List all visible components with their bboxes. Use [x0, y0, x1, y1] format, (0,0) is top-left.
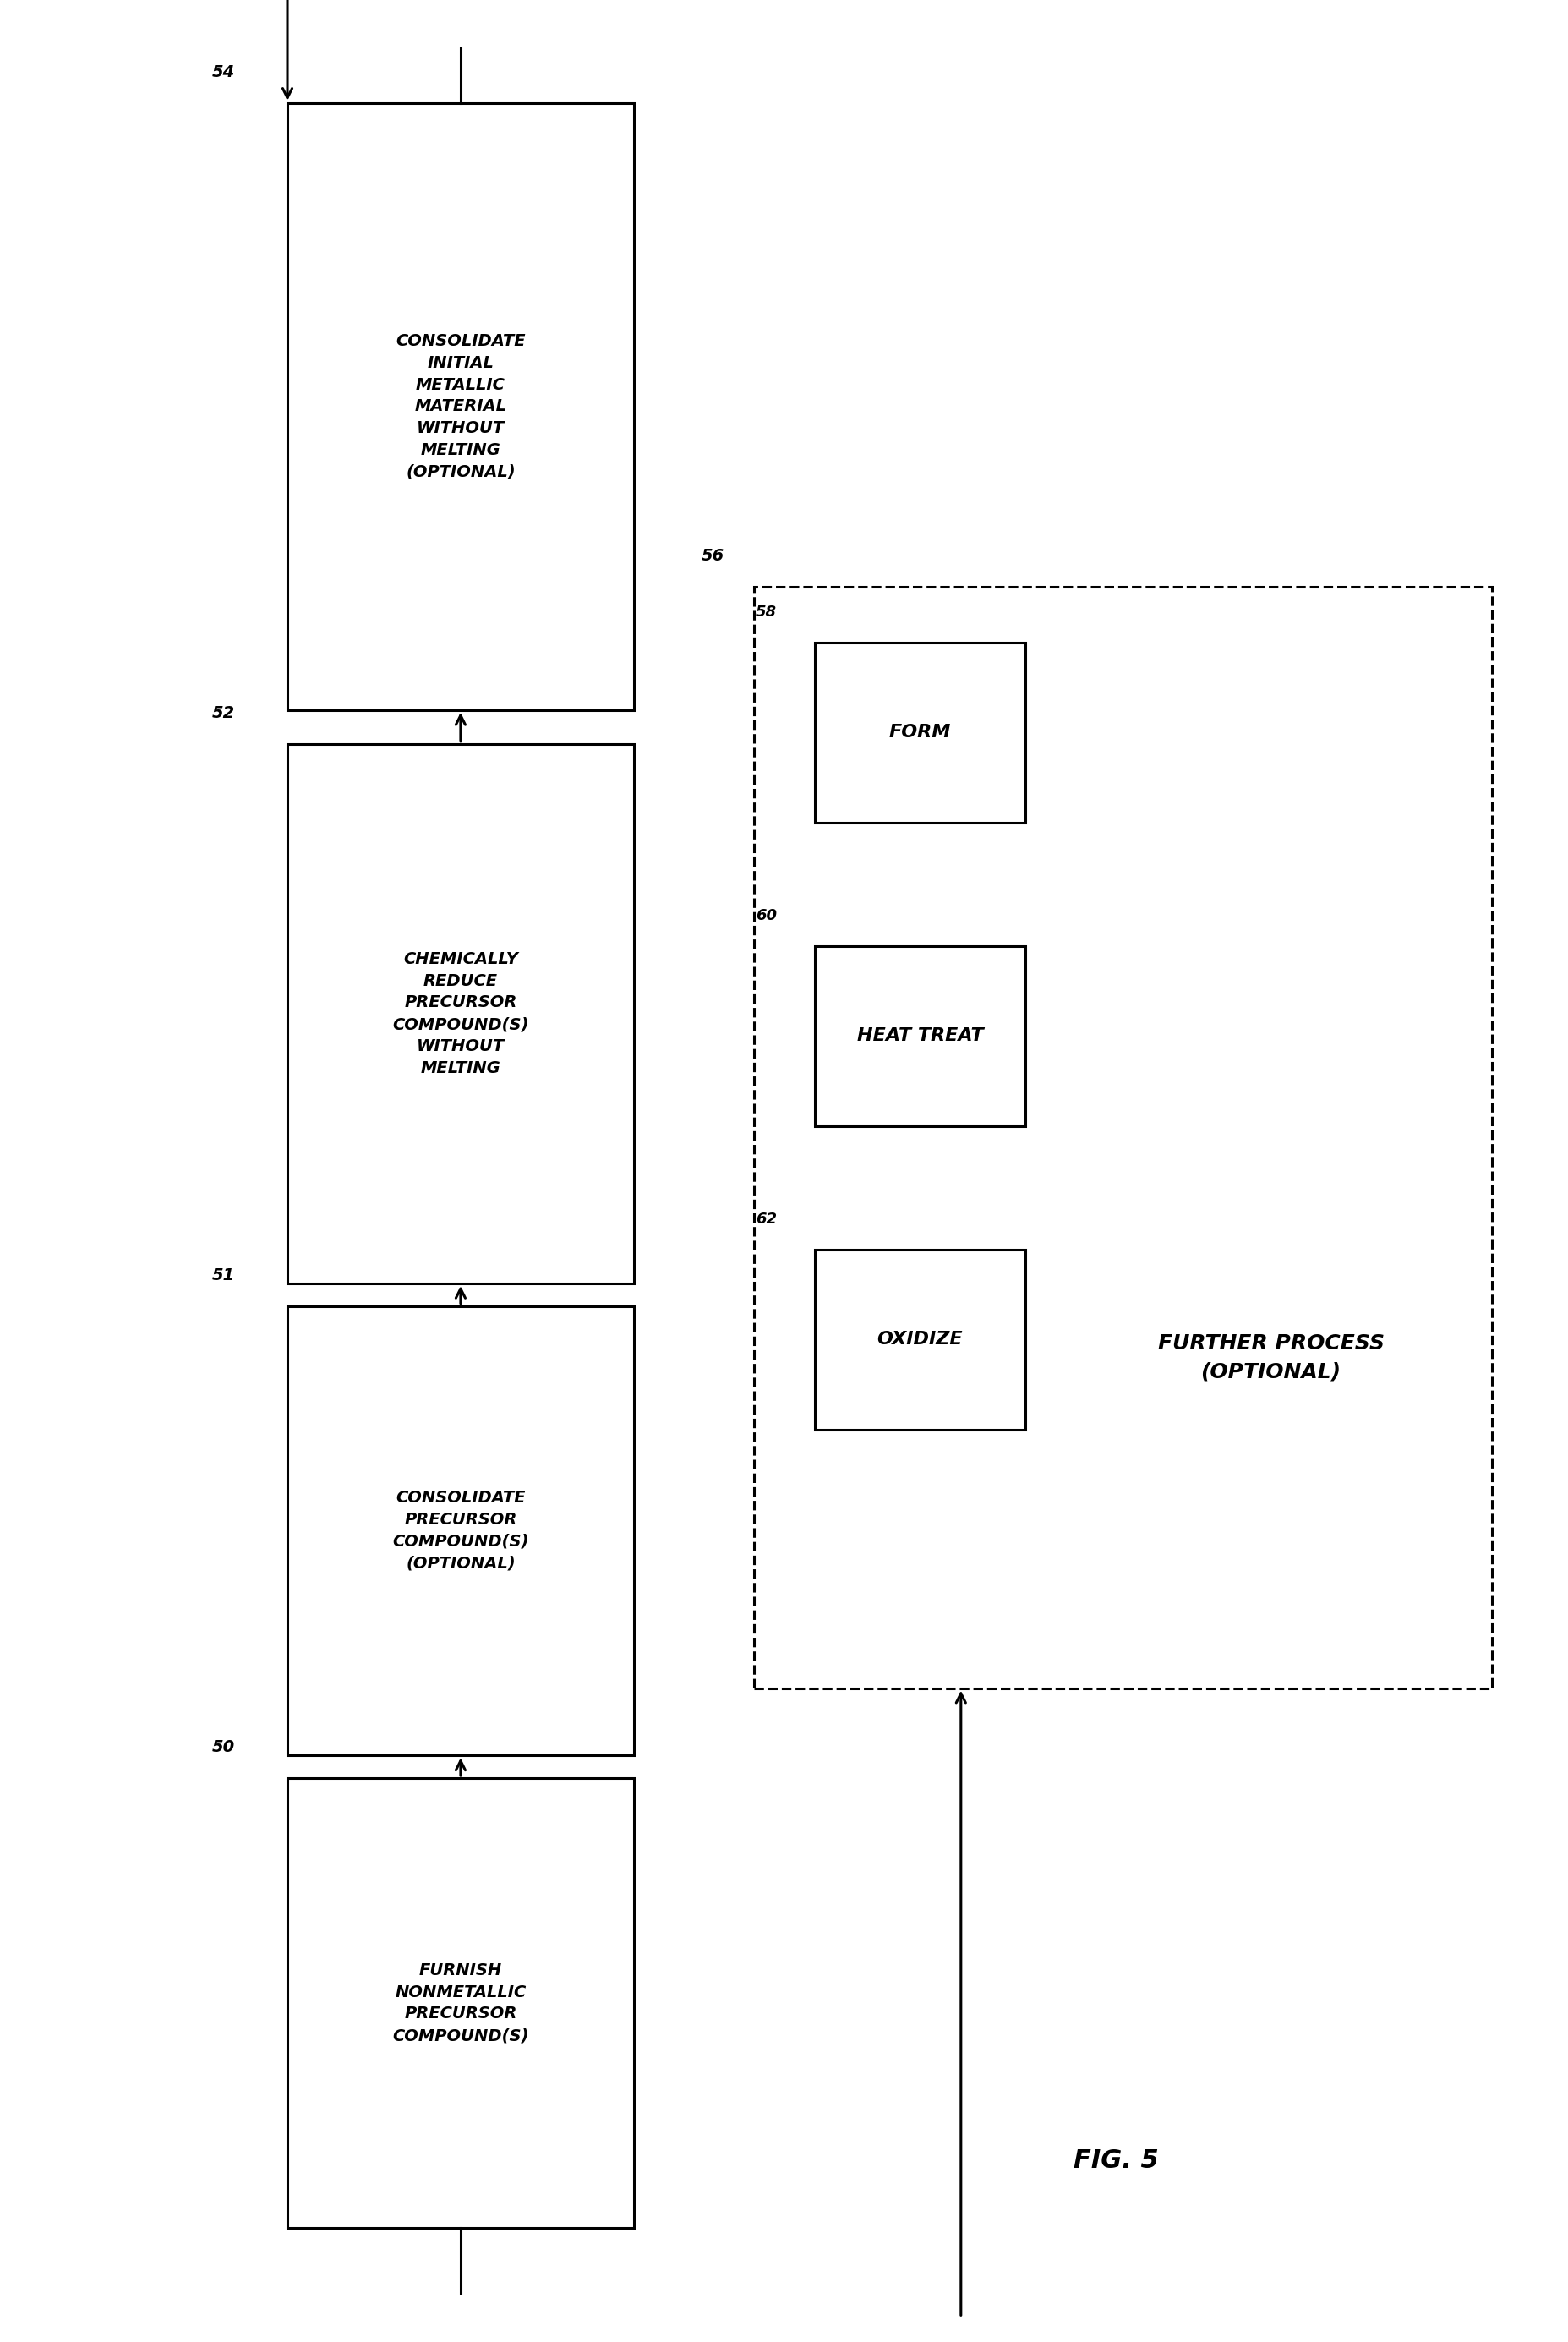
Text: 58: 58 — [756, 604, 776, 621]
Text: CONSOLIDATE
PRECURSOR
COMPOUND(S)
(OPTIONAL): CONSOLIDATE PRECURSOR COMPOUND(S) (OPTIO… — [392, 1490, 528, 1571]
Bar — [287, 1778, 633, 2227]
Bar — [814, 1251, 1025, 1429]
Text: CONSOLIDATE
INITIAL
METALLIC
MATERIAL
WITHOUT
MELTING
(OPTIONAL): CONSOLIDATE INITIAL METALLIC MATERIAL WI… — [395, 333, 525, 480]
Text: FIG. 5: FIG. 5 — [1073, 2148, 1157, 2173]
Text: HEAT TREAT: HEAT TREAT — [856, 1028, 983, 1045]
Bar — [287, 745, 633, 1283]
Text: 54: 54 — [212, 66, 235, 80]
Text: 62: 62 — [756, 1213, 776, 1227]
Text: 51: 51 — [212, 1267, 235, 1283]
Text: FURNISH
NONMETALLIC
PRECURSOR
COMPOUND(S): FURNISH NONMETALLIC PRECURSOR COMPOUND(S… — [392, 1963, 528, 2045]
Text: 60: 60 — [756, 909, 776, 923]
Bar — [287, 1307, 633, 1756]
Text: 56: 56 — [701, 548, 724, 564]
Bar — [754, 586, 1491, 1689]
Bar — [287, 103, 633, 710]
Text: FORM: FORM — [889, 724, 950, 740]
Text: FURTHER PROCESS
(OPTIONAL): FURTHER PROCESS (OPTIONAL) — [1157, 1333, 1383, 1382]
Bar — [814, 946, 1025, 1127]
Text: 52: 52 — [212, 705, 235, 721]
Text: OXIDIZE: OXIDIZE — [877, 1330, 963, 1349]
Text: CHEMICALLY
REDUCE
PRECURSOR
COMPOUND(S)
WITHOUT
MELTING: CHEMICALLY REDUCE PRECURSOR COMPOUND(S) … — [392, 951, 528, 1075]
Bar — [814, 642, 1025, 822]
Text: 50: 50 — [212, 1740, 235, 1756]
